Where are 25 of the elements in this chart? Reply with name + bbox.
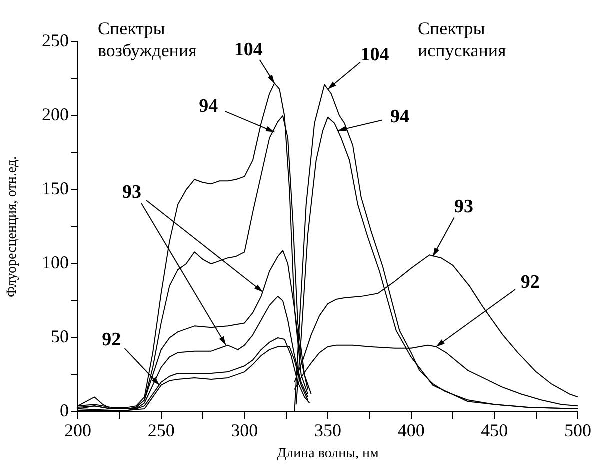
x-tick-label: 200 [64,420,92,441]
y-tick-label: 150 [42,178,69,199]
annotation: Спектры испускания [418,18,506,61]
x-tick-label: 450 [481,420,508,441]
y-tick-label: 200 [42,104,69,125]
x-tick-label: 300 [231,420,258,441]
annotation: 93 [454,196,474,218]
y-tick-label: 250 [42,30,69,51]
y-axis-title: Флуоресценция, отн.ед. [5,156,20,298]
annotation: 93 [122,182,142,204]
x-tick-label: 400 [398,420,425,441]
annotation: 104 [234,39,264,60]
annotation: 94 [390,106,410,128]
y-tick-label: 0 [60,400,69,421]
annotation: 94 [199,96,219,118]
annotation: 92 [102,329,122,350]
y-tick-label: 50 [51,326,69,347]
x-tick-label: 250 [148,420,175,441]
annotation: 92 [520,272,540,293]
annotation: Спектры возбуждения [98,18,197,61]
x-tick-label: 500 [564,420,592,441]
y-tick-label: 100 [42,252,69,273]
x-tick-label: 350 [314,420,342,441]
x-axis-title: Длина волны, нм [277,446,380,462]
annotation: 104 [360,44,390,66]
